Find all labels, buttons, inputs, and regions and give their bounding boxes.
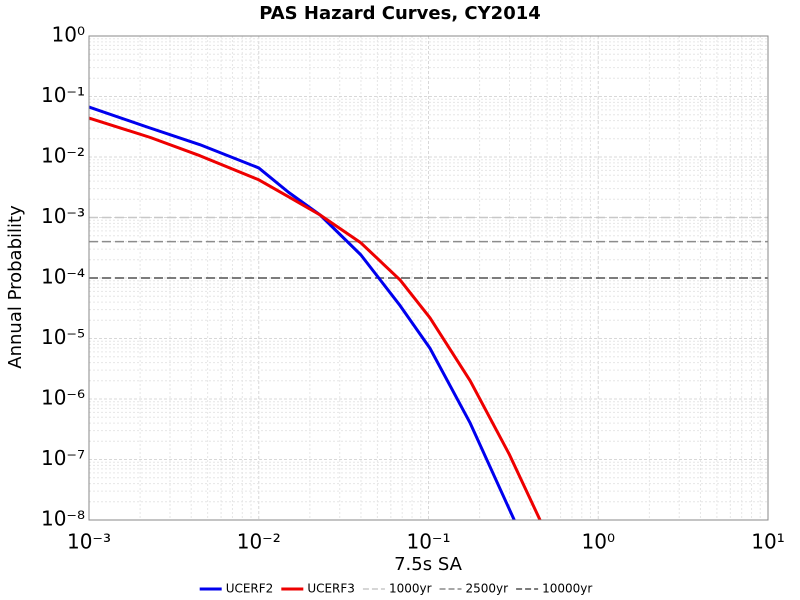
x-tick-label: 10⁻³ [67, 530, 111, 554]
legend: UCERF2 UCERF3 1000yr 2500yr 10000yr [199, 582, 592, 596]
legend-label: 1000yr [389, 582, 432, 596]
x-tick-label: 10⁻¹ [406, 530, 450, 554]
y-tick-label: 10⁻⁵ [41, 325, 85, 349]
y-tick-label: 10⁻⁶ [41, 386, 85, 410]
series-line [89, 116, 542, 520]
y-tick-label: 10⁻² [41, 144, 85, 168]
y-tick-label: 10⁻³ [41, 204, 85, 228]
x-tick-label: 10⁰ [582, 530, 615, 554]
y-axis-label: Annual Probability [5, 205, 26, 369]
x-tick-label: 10⁻² [237, 530, 281, 554]
y-tick-label: 10⁻¹ [41, 83, 85, 107]
plot-frame [88, 35, 769, 521]
legend-label: UCERF3 [307, 582, 355, 596]
legend-label: 2500yr [466, 582, 509, 596]
legend-label: 10000yr [542, 582, 592, 596]
y-tick-label: 10⁻⁸ [41, 507, 85, 531]
y-tick-label: 10⁻⁴ [41, 265, 85, 289]
chart-title: PAS Hazard Curves, CY2014 [259, 3, 541, 24]
marks [89, 105, 768, 520]
y-tick-label: 10⁰ [52, 23, 85, 47]
x-axis-label: 7.5s SA [394, 554, 462, 575]
legend-label: UCERF2 [226, 582, 274, 596]
x-tick-label: 10¹ [751, 530, 784, 554]
y-tick-label: 10⁻⁷ [41, 446, 85, 470]
